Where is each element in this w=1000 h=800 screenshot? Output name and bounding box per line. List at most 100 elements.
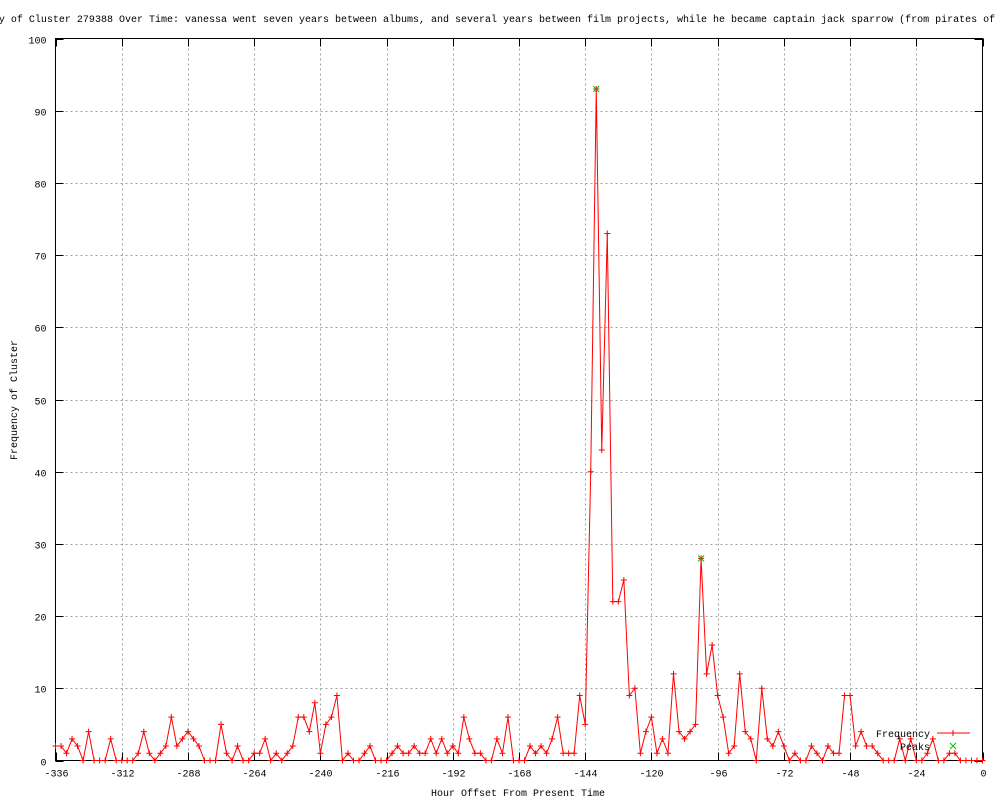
frequency-point <box>946 750 953 757</box>
frequency-point <box>262 735 269 742</box>
x-tick-label: 0 <box>980 770 986 781</box>
frequency-point <box>129 757 136 764</box>
frequency-point <box>896 735 903 742</box>
frequency-point <box>85 728 92 735</box>
frequency-point <box>582 721 589 728</box>
frequency-point <box>891 757 898 764</box>
frequency-point <box>455 750 462 757</box>
frequency-point <box>786 757 793 764</box>
frequency-point <box>637 750 644 757</box>
frequency-point <box>780 743 787 750</box>
frequency-point <box>885 757 892 764</box>
frequency-point <box>118 757 125 764</box>
frequency-point <box>295 714 302 721</box>
frequency-point <box>207 757 213 764</box>
frequency-point <box>653 750 660 757</box>
frequency-point <box>631 685 638 692</box>
frequency-point <box>968 757 975 764</box>
frequency-point <box>179 735 186 742</box>
frequency-point <box>720 714 727 721</box>
frequency-point <box>218 721 225 728</box>
frequency-point <box>284 750 291 757</box>
y-tick-label: 20 <box>34 614 46 625</box>
frequency-point <box>791 750 798 757</box>
frequency-point <box>758 685 765 692</box>
series-layer <box>52 85 986 764</box>
frequency-point <box>703 670 710 677</box>
frequency-point <box>322 721 329 728</box>
frequency-point <box>168 714 175 721</box>
x-tick-label: -240 <box>308 770 332 781</box>
x-tick-label: -312 <box>110 770 134 781</box>
frequency-point <box>709 641 716 648</box>
frequency-point <box>836 750 843 757</box>
legend-label-frequency: Frequency <box>876 730 930 741</box>
frequency-point <box>753 757 760 764</box>
y-tick-label: 10 <box>34 686 46 697</box>
frequency-point <box>962 757 969 764</box>
frequency-point <box>571 750 578 757</box>
frequency-point <box>620 577 627 583</box>
frequency-point <box>858 728 865 735</box>
frequency-point <box>852 743 859 750</box>
frequency-point <box>328 714 335 721</box>
frequency-point <box>797 757 804 764</box>
frequency-point <box>372 757 379 764</box>
frequency-point <box>74 743 81 750</box>
frequency-point <box>516 757 522 764</box>
frequency-point <box>311 699 318 706</box>
frequency-point <box>504 714 511 721</box>
frequency-point <box>361 750 368 757</box>
frequency-point <box>493 735 500 742</box>
frequency-point <box>924 750 931 757</box>
frequency-point <box>825 743 831 750</box>
frequency-point <box>427 735 434 742</box>
y-tick-label: 30 <box>34 542 46 553</box>
legend-marker-peaks <box>949 742 957 750</box>
frequency-point <box>863 743 870 750</box>
frequency-point <box>874 750 881 757</box>
frequency-point <box>251 750 258 757</box>
frequency-point <box>615 598 622 605</box>
legend-label-peaks: Peaks <box>900 742 930 754</box>
x-tick-label: -120 <box>639 770 663 781</box>
frequency-point <box>212 757 219 764</box>
peak-point <box>697 554 705 562</box>
frequency-point <box>140 728 147 735</box>
axis-ticks: -336 -312 -288 -264 -240 -216 -192 -168 -144 -120… <box>28 37 986 781</box>
frequency-point <box>830 750 837 757</box>
frequency-point <box>626 692 633 699</box>
x-tick-label: -192 <box>441 770 465 781</box>
frequency-point <box>907 735 914 742</box>
y-tick-label: 0 <box>40 759 46 770</box>
frequency-point <box>604 230 611 237</box>
x-tick-label: -288 <box>176 770 200 781</box>
x-axis-label: Hour Offset From Present Time <box>431 788 605 800</box>
frequency-point <box>344 750 351 757</box>
frequency-point <box>598 447 605 454</box>
y-tick-label: 100 <box>28 37 46 48</box>
frequency-point <box>477 750 484 757</box>
frequency-point <box>383 757 390 764</box>
frequency-point <box>195 743 202 750</box>
frequency-point <box>554 714 561 721</box>
frequency-point <box>113 757 120 764</box>
frequency-point <box>951 750 958 757</box>
frequency-point <box>471 750 478 757</box>
chart-title: y of Cluster 279388 Over Time: vanessa w… <box>0 14 995 26</box>
x-tick-label: -168 <box>507 770 531 781</box>
frequency-point <box>273 750 280 757</box>
frequency-point <box>289 743 296 750</box>
frequency-point <box>488 757 495 764</box>
frequency-point <box>659 735 666 742</box>
frequency-point <box>482 757 489 764</box>
frequency-point <box>576 692 583 699</box>
frequency-point <box>935 757 942 764</box>
frequency-point <box>918 757 925 764</box>
frequency-point <box>847 692 854 699</box>
frequency-point <box>913 757 920 764</box>
frequency-point <box>510 757 517 764</box>
frequency-point <box>63 750 70 757</box>
frequency-point <box>124 757 131 764</box>
frequency-point <box>460 714 467 721</box>
